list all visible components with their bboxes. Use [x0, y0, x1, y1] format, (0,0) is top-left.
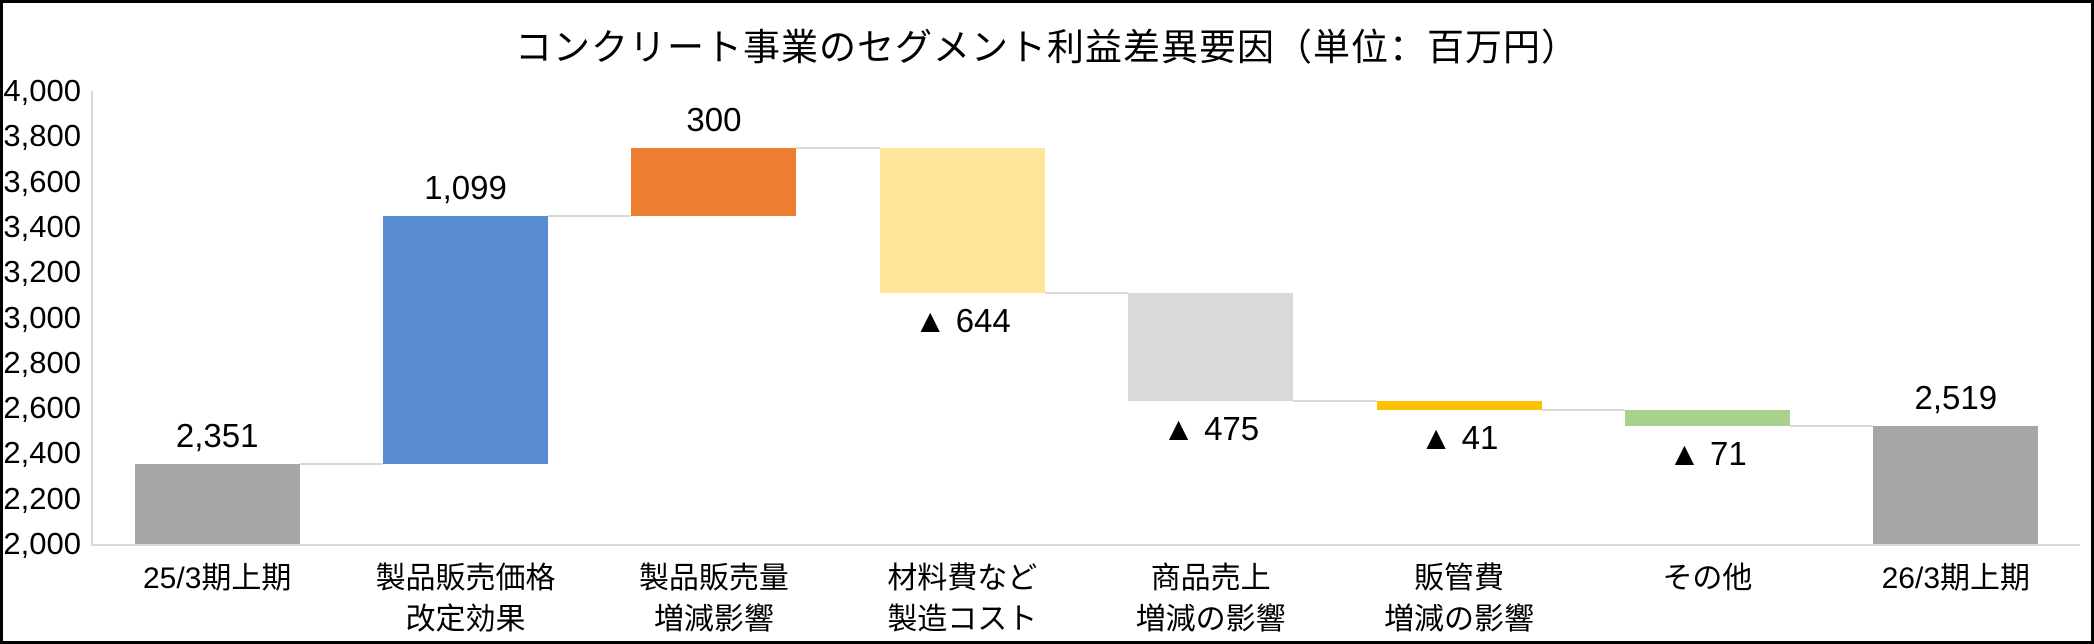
y-axis-tick-label: 2,600	[3, 390, 81, 426]
connector-line	[1789, 425, 1874, 428]
bar-decrease-4	[1128, 293, 1294, 402]
connector-line	[548, 214, 632, 217]
x-axis-category-label: 材料費など 製造コスト	[887, 562, 1038, 636]
x-axis-category-label: 製品販売価格 改定効果	[375, 562, 556, 636]
bar-data-label: 300	[686, 100, 742, 138]
y-axis-tick-label: 2,000	[3, 526, 81, 561]
y-axis-tick-label: 3,600	[3, 163, 81, 199]
bar-decrease-3	[879, 147, 1045, 294]
x-axis-category-label: 販管費 増減の影響	[1384, 562, 1535, 636]
y-axis-tick-label: 3,200	[3, 254, 81, 290]
chart-title: コンクリート事業のセグメント利益差異要因（単位：百万円）	[515, 27, 1579, 68]
y-axis-tick-label: 2,200	[3, 480, 81, 516]
bar-decrease-5	[1376, 401, 1542, 411]
bar-data-label: 2,351	[175, 417, 259, 455]
bar-increase-1	[383, 215, 549, 465]
connector-line	[796, 146, 880, 149]
connector-line	[299, 463, 384, 466]
y-axis-tick-label: 2,800	[3, 344, 81, 380]
bar-data-label: 1,099	[424, 168, 507, 206]
y-axis-tick-label: 4,000	[3, 73, 81, 108]
x-axis-line	[93, 544, 2080, 546]
bar-data-label: ▲ 475	[1162, 410, 1260, 448]
y-axis-tick-label: 3,400	[3, 208, 81, 244]
y-axis-tick-label: 2,400	[3, 435, 81, 471]
x-axis-category-label: 25/3期上期	[142, 562, 292, 595]
connector-line	[1293, 400, 1377, 403]
y-axis-tick-label: 3,800	[3, 118, 81, 154]
bar-total-7	[1873, 426, 2039, 544]
bar-decrease-6	[1624, 410, 1790, 427]
x-axis-category-label: その他	[1662, 562, 1753, 595]
x-axis-category-label: 製品販売量 増減影響	[638, 562, 789, 636]
bar-data-label: ▲ 644	[913, 302, 1011, 340]
bar-increase-2	[631, 147, 797, 216]
x-axis-category-label: 商品売上 増減の影響	[1135, 562, 1286, 636]
y-axis-tick-label: 3,000	[3, 299, 81, 335]
connector-line	[1044, 292, 1129, 295]
x-axis-category-label: 26/3期上期	[1881, 562, 2030, 595]
bar-data-label: ▲ 41	[1419, 419, 1499, 457]
bar-data-label: 2,519	[1914, 379, 1998, 417]
bar-total-0	[134, 464, 300, 544]
bar-data-label: ▲ 71	[1668, 435, 1747, 473]
connector-line	[1541, 409, 1625, 412]
y-axis-line	[91, 91, 93, 546]
